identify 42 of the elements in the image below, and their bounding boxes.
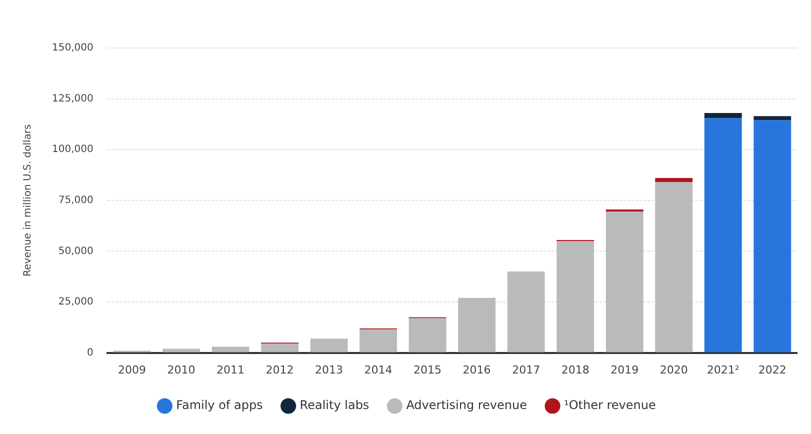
y-tick-label: 75,000 [58,194,94,206]
bar [162,348,200,352]
x-tick-label: 2019 [610,363,639,376]
x-tick-label: 2009 [118,363,146,376]
bar [655,178,693,182]
x-tick-label: 2015 [414,363,442,376]
legend-label: ¹Other revenue [564,398,656,412]
bar [754,116,792,120]
x-tick-label: 2013 [315,363,344,376]
bar [408,318,446,352]
y-tick-label: 0 [86,347,94,358]
y-tick-label: 25,000 [58,296,94,308]
legend-label: Advertising revenue [406,398,528,412]
x-tick-label: 2022 [758,363,786,376]
y-tick-label: 150,000 [52,42,94,54]
bar [458,298,496,352]
bar [754,120,792,352]
x-tick-label: 2011 [216,363,245,376]
bar [704,113,742,118]
bar [360,329,398,352]
x-tick-label: 2012 [266,363,294,376]
x-tick-label: 2020 [660,363,688,376]
x-tick-label: 2016 [462,363,491,376]
bar [556,241,594,352]
bar [507,272,545,352]
y-tick-label: 125,000 [52,93,94,104]
x-tick-label: 2010 [167,363,196,376]
bar [655,182,693,352]
bar [704,118,742,352]
bar [310,338,348,352]
x-tick-label: 2018 [561,363,590,376]
x-tick-label: 2021² [706,363,740,376]
bar [212,346,250,352]
y-axis-title: Revenue in million U.S. dollars [22,124,34,276]
y-tick-label: 50,000 [58,246,94,257]
x-tick-label: 2014 [364,363,392,376]
x-tick-label: 2017 [512,363,540,376]
legend-label: Reality labs [300,398,370,412]
bar [261,344,298,352]
bar [606,212,644,352]
legend-label: Family of apps [176,398,263,412]
y-tick-label: 100,000 [52,144,94,156]
